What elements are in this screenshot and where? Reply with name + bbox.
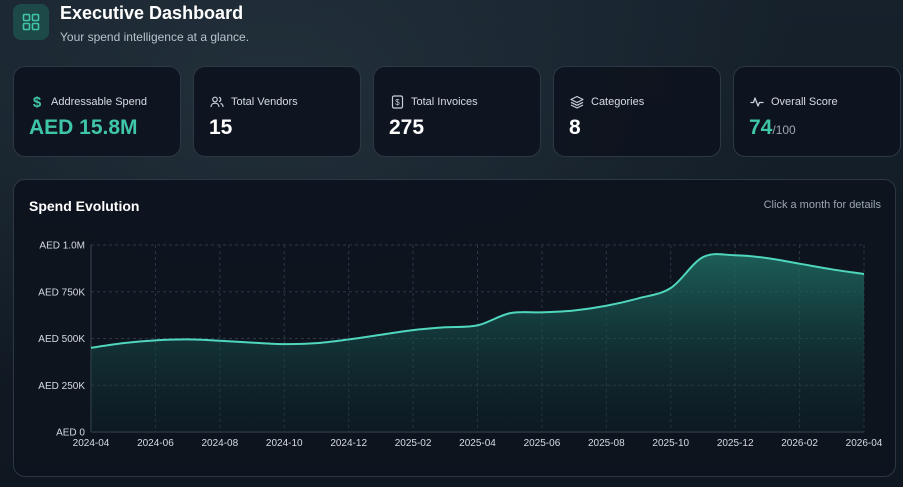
x-tick-label: 2025-02 — [395, 438, 432, 449]
data-point[interactable] — [184, 335, 192, 343]
data-point[interactable] — [119, 339, 127, 347]
kpi-value: 15 — [209, 116, 233, 139]
series-area — [91, 254, 864, 432]
x-tick-label: 2026-02 — [781, 438, 818, 449]
data-point[interactable] — [409, 326, 417, 334]
svg-text:$: $ — [395, 98, 400, 107]
x-tick-label: 2026-04 — [846, 438, 883, 449]
kpi-value: 8 — [569, 116, 581, 139]
data-point[interactable] — [538, 308, 546, 316]
kpi-label: Categories — [591, 96, 645, 108]
kpi-card-overall-score[interactable]: Overall Score 74/100 — [733, 66, 901, 157]
kpi-label: Total Vendors — [231, 96, 298, 108]
data-point[interactable] — [763, 254, 771, 262]
data-point[interactable] — [280, 340, 288, 348]
page-title: Executive Dashboard — [60, 3, 244, 23]
panel-title: Spend Evolution — [29, 198, 140, 214]
spend-evolution-panel: AED 0 AED 250K AED 500K AED 750K AED 1.0M 202… — [13, 179, 896, 477]
data-point[interactable] — [667, 284, 675, 292]
kpi-card-total-invoices[interactable]: $ Total Invoices 275 — [373, 66, 541, 157]
header: Executive Dashboard Your spend intellige… — [13, 4, 249, 44]
x-tick-label: 2024-04 — [73, 438, 110, 449]
x-tick-label: 2025-10 — [652, 438, 689, 449]
data-point[interactable] — [345, 335, 353, 343]
y-tick-label: AED 0 — [56, 428, 85, 439]
data-point[interactable] — [441, 323, 449, 331]
x-tick-label: 2025-04 — [459, 438, 496, 449]
x-tick-label: 2024-08 — [201, 438, 238, 449]
data-point[interactable] — [796, 260, 804, 268]
series-line — [90, 253, 865, 349]
data-point[interactable] — [828, 265, 836, 273]
kpi-card-categories[interactable]: Categories 8 — [553, 66, 721, 157]
kpi-value: 275 — [389, 116, 425, 139]
data-point[interactable] — [87, 344, 95, 352]
panel-hint: Click a month for details — [763, 199, 881, 211]
kpi-card-addressable-spend[interactable]: $ Addressable Spend AED 15.8M — [13, 66, 181, 157]
invoice-icon: $ — [389, 94, 405, 110]
y-tick-label: AED 500K — [38, 334, 85, 345]
x-tick-label: 2024-12 — [330, 438, 367, 449]
data-point[interactable] — [506, 309, 514, 317]
layers-icon — [569, 94, 585, 110]
data-point[interactable] — [474, 321, 482, 329]
dollar-icon: $ — [32, 93, 42, 111]
activity-icon — [749, 94, 765, 110]
y-tick-label: AED 250K — [38, 381, 85, 392]
kpi-label: Addressable Spend — [51, 96, 148, 108]
kpi-label: Overall Score — [771, 96, 838, 108]
y-tick-label: AED 1.0M — [39, 241, 85, 252]
x-tick-label: 2025-12 — [717, 438, 754, 449]
kpi-value-suffix: /100 — [772, 123, 796, 137]
x-tick-label: 2024-10 — [266, 438, 303, 449]
kpi-value: AED 15.8M — [29, 116, 138, 139]
data-point[interactable] — [699, 253, 707, 261]
x-tick-label: 2024-06 — [137, 438, 174, 449]
kpi-card-total-vendors[interactable]: Total Vendors 15 — [193, 66, 361, 157]
data-point[interactable] — [248, 339, 256, 347]
data-point[interactable] — [731, 251, 739, 259]
data-point[interactable] — [602, 302, 610, 310]
data-point[interactable] — [216, 337, 224, 345]
data-point[interactable] — [860, 270, 868, 278]
grid-icon — [13, 4, 49, 40]
data-point[interactable] — [151, 336, 159, 344]
kpi-label: Total Invoices — [411, 96, 478, 108]
x-tick-label: 2025-08 — [588, 438, 625, 449]
data-point[interactable] — [377, 331, 385, 339]
users-icon — [209, 94, 225, 110]
x-tick-label: 2025-06 — [524, 438, 561, 449]
data-point[interactable] — [312, 339, 320, 347]
page-subtitle: Your spend intelligence at a glance. — [60, 30, 250, 44]
data-point[interactable] — [635, 294, 643, 302]
y-tick-label: AED 750K — [38, 287, 85, 298]
kpi-row: $ Addressable Spend AED 15.8M Total Vend… — [13, 66, 901, 157]
data-point[interactable] — [570, 306, 578, 314]
kpi-value: 74/100 — [749, 116, 796, 139]
spend-evolution-chart[interactable]: AED 0 AED 250K AED 500K AED 750K AED 1.0M 202… — [14, 180, 897, 478]
